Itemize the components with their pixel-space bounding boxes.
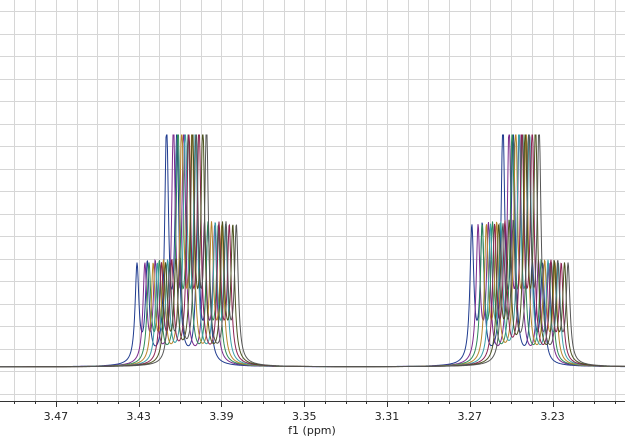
x-axis: 3.47 3.43 3.39 3.35 3.31 3.27 3.23 xyxy=(0,401,625,423)
spectrum-traces xyxy=(0,134,625,368)
x-tick-label: 3.23 xyxy=(540,410,565,423)
x-tick-label: 3.39 xyxy=(209,410,234,423)
x-tick-label: 3.43 xyxy=(126,410,151,423)
spectrum-series-8 xyxy=(0,134,625,368)
x-tick-label: 3.31 xyxy=(375,410,400,423)
x-axis-label: f1 (ppm) xyxy=(288,424,336,437)
x-tick-label: 3.47 xyxy=(44,410,69,423)
x-tick-label: 3.27 xyxy=(458,410,483,423)
x-tick-label: 3.35 xyxy=(292,410,317,423)
